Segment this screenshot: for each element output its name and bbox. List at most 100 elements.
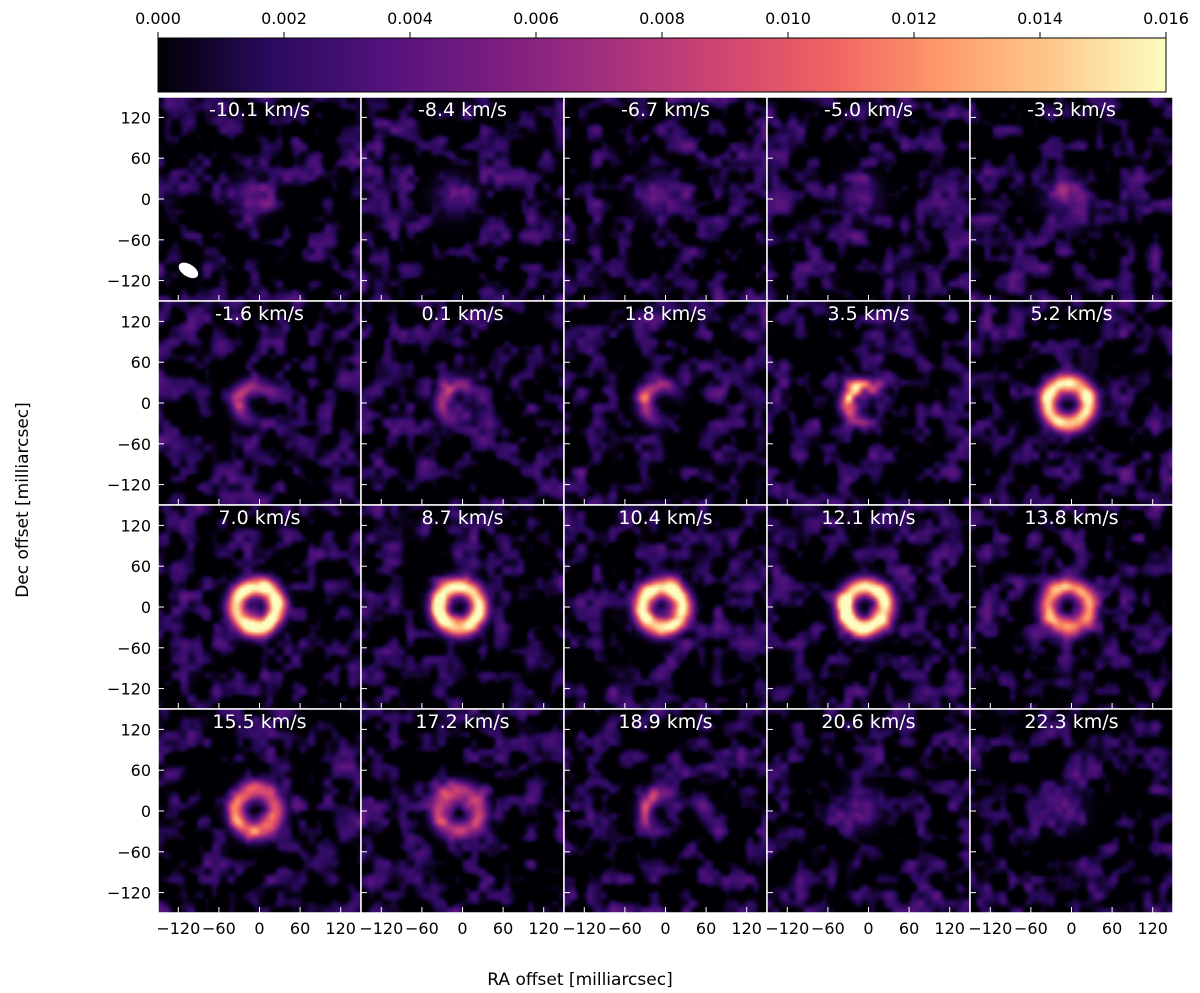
y-axis-label: Dec offset [milliarcsec] <box>13 402 33 598</box>
y-tick-label: 120 <box>120 108 151 127</box>
y-tick-label: −60 <box>117 639 151 658</box>
velocity-label: -5.0 km/s <box>824 99 913 121</box>
channel-panel: 12.1 km/s <box>766 504 971 710</box>
colorbar-tick-label: 0.016 <box>1143 9 1189 28</box>
velocity-label: 12.1 km/s <box>821 507 915 529</box>
channel-panel: -8.4 km/s <box>360 96 565 302</box>
velocity-label: -6.7 km/s <box>621 99 710 121</box>
x-tick-label: −60 <box>202 919 236 938</box>
x-tick-label: 120 <box>1137 919 1168 938</box>
x-tick-label: −120 <box>156 919 200 938</box>
velocity-label: 10.4 km/s <box>618 507 712 529</box>
x-tick-label: 0 <box>254 919 264 938</box>
channel-image <box>564 709 767 913</box>
y-tick-label: 120 <box>120 312 151 331</box>
x-tick-label: 60 <box>696 919 716 938</box>
x-tick-label: 0 <box>1066 919 1076 938</box>
velocity-label: 3.5 km/s <box>827 303 909 325</box>
velocity-label: 13.8 km/s <box>1024 507 1118 529</box>
x-tick-label: −120 <box>765 919 809 938</box>
y-tick-label: 60 <box>131 761 151 780</box>
channel-image <box>970 97 1173 301</box>
channel-panel: 10.4 km/s <box>563 504 768 710</box>
channel-panel: 3.5 km/s <box>766 300 971 506</box>
channel-panel: 1.8 km/s <box>563 300 768 506</box>
y-tick-label: 0 <box>141 802 151 821</box>
channel-image <box>361 505 564 709</box>
x-tick-label: 60 <box>899 919 919 938</box>
y-tick-label: 120 <box>120 516 151 535</box>
channel-panel: 8.7 km/s <box>360 504 565 710</box>
x-tick-label: 0 <box>660 919 670 938</box>
x-tick-label: 0 <box>457 919 467 938</box>
velocity-label: 22.3 km/s <box>1024 711 1118 733</box>
y-tick-label: −120 <box>107 680 151 699</box>
channel-image <box>361 97 564 301</box>
x-tick-label: −60 <box>1014 919 1048 938</box>
colorbar-tick-label: 0.012 <box>891 9 937 28</box>
channel-panel: 13.8 km/s <box>969 504 1174 710</box>
colorbar-tick-label: 0.010 <box>765 9 811 28</box>
channel-panel: 17.2 km/s −120 −60 0 60 120 <box>359 708 565 938</box>
x-axis-label: RA offset [milliarcsec] <box>487 970 672 990</box>
x-tick-label: 120 <box>731 919 762 938</box>
x-tick-label: 120 <box>528 919 559 938</box>
velocity-label: -10.1 km/s <box>209 99 310 121</box>
y-tick-label: 60 <box>131 149 151 168</box>
x-tick-label: −60 <box>811 919 845 938</box>
velocity-label: 18.9 km/s <box>618 711 712 733</box>
x-tick-label: 60 <box>290 919 310 938</box>
channel-image <box>158 709 361 913</box>
velocity-label: -3.3 km/s <box>1027 99 1116 121</box>
channel-image <box>158 505 361 709</box>
y-tick-label: 120 <box>120 720 151 739</box>
colorbar-tick-label: 0.004 <box>387 9 433 28</box>
y-tick-label: 60 <box>131 557 151 576</box>
x-tick-label: 60 <box>1102 919 1122 938</box>
beam-ellipse <box>178 262 199 279</box>
channel-image <box>767 709 970 913</box>
colorbar-tick-label: 0.006 <box>513 9 559 28</box>
y-tick-label: −60 <box>117 231 151 250</box>
velocity-label: 1.8 km/s <box>624 303 706 325</box>
colorbar-gradient <box>157 37 1167 93</box>
channel-panel: -3.3 km/s <box>969 96 1174 302</box>
channel-image <box>970 709 1173 913</box>
x-tick-label: 120 <box>325 919 356 938</box>
channel-image <box>564 97 767 301</box>
channel-panel: 5.2 km/s <box>969 300 1174 506</box>
channel-image <box>361 301 564 505</box>
colorbar-tick-label: 0.008 <box>639 9 685 28</box>
velocity-label: 15.5 km/s <box>212 711 306 733</box>
channel-panel: -1.6 km/s −120 −60 0 60 120 <box>107 300 362 506</box>
x-tick-label: −60 <box>405 919 439 938</box>
y-tick-label: 0 <box>141 394 151 413</box>
channel-image <box>564 505 767 709</box>
colorbar: 0.000 0.002 0.004 0.006 0.008 0.010 0.012 0.014… <box>135 9 1189 93</box>
channel-image <box>970 301 1173 505</box>
x-tick-label: −60 <box>608 919 642 938</box>
x-tick-label: 120 <box>934 919 965 938</box>
channel-image <box>158 301 361 505</box>
channel-panel: -5.0 km/s <box>766 96 971 302</box>
y-tick-label: −120 <box>107 476 151 495</box>
channel-panel: 7.0 km/s −120 −60 0 60 120 <box>107 504 362 710</box>
channel-panel: 22.3 km/s −120 −60 0 60 120 <box>968 708 1174 938</box>
channel-panel: -6.7 km/s <box>563 96 768 302</box>
channel-image <box>361 709 564 913</box>
channel-image <box>564 301 767 505</box>
velocity-label: 5.2 km/s <box>1030 303 1112 325</box>
colorbar-tick-label: 0.014 <box>1017 9 1063 28</box>
velocity-label: -1.6 km/s <box>215 303 304 325</box>
velocity-label: 17.2 km/s <box>415 711 509 733</box>
y-tick-label: −60 <box>117 435 151 454</box>
colorbar-tick-label: 0.002 <box>261 9 307 28</box>
x-tick-label: −120 <box>359 919 403 938</box>
y-tick-label: −60 <box>117 843 151 862</box>
channel-panel: 20.6 km/s −120 −60 0 60 120 <box>765 708 971 938</box>
channel-image <box>767 301 970 505</box>
channel-image <box>767 97 970 301</box>
x-tick-label: −120 <box>562 919 606 938</box>
